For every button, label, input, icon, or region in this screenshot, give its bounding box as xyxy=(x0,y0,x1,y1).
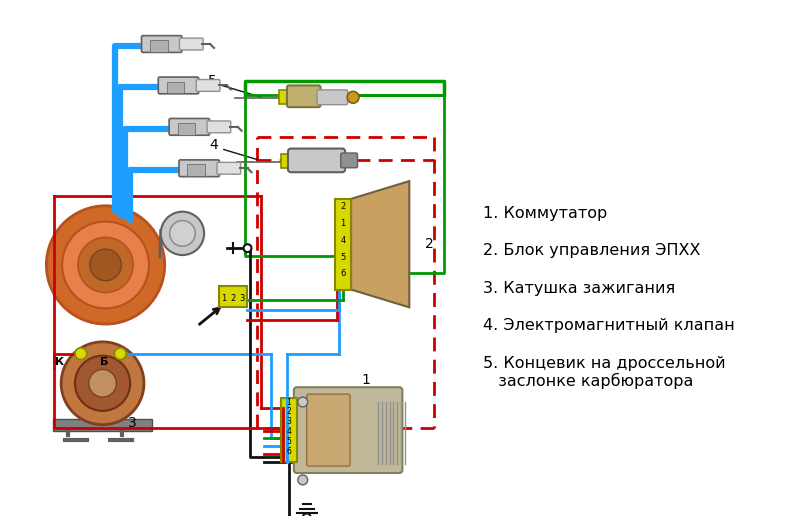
Circle shape xyxy=(61,342,144,425)
Text: 6: 6 xyxy=(286,447,291,456)
FancyBboxPatch shape xyxy=(287,85,321,107)
Text: 4: 4 xyxy=(341,236,346,245)
FancyBboxPatch shape xyxy=(178,123,195,135)
FancyBboxPatch shape xyxy=(207,121,230,133)
FancyBboxPatch shape xyxy=(281,398,297,462)
Text: 1: 1 xyxy=(286,397,291,407)
Text: Б: Б xyxy=(100,357,109,367)
Text: 1: 1 xyxy=(222,294,226,303)
Text: 2. Блок управления ЭПХХ: 2. Блок управления ЭПХХ xyxy=(483,243,701,258)
FancyBboxPatch shape xyxy=(196,80,220,92)
FancyBboxPatch shape xyxy=(306,394,350,466)
Text: 1. Коммутатор: 1. Коммутатор xyxy=(483,206,607,221)
Circle shape xyxy=(243,244,251,252)
Circle shape xyxy=(298,475,308,485)
Text: 5: 5 xyxy=(341,253,346,262)
Circle shape xyxy=(302,513,310,520)
Text: 3: 3 xyxy=(239,294,244,303)
FancyBboxPatch shape xyxy=(158,77,198,94)
FancyBboxPatch shape xyxy=(288,149,345,172)
Text: 2: 2 xyxy=(230,294,235,303)
Circle shape xyxy=(114,348,126,360)
FancyBboxPatch shape xyxy=(142,36,182,53)
Circle shape xyxy=(75,356,130,411)
Circle shape xyxy=(75,348,86,360)
FancyBboxPatch shape xyxy=(179,160,219,177)
FancyBboxPatch shape xyxy=(169,119,210,135)
FancyBboxPatch shape xyxy=(294,387,402,473)
FancyBboxPatch shape xyxy=(217,162,241,174)
Text: 4: 4 xyxy=(286,427,291,436)
Polygon shape xyxy=(351,181,410,307)
Text: 4: 4 xyxy=(210,138,218,152)
Text: К: К xyxy=(54,357,64,367)
FancyBboxPatch shape xyxy=(341,153,358,168)
Circle shape xyxy=(90,249,122,281)
Text: 6: 6 xyxy=(341,269,346,278)
Circle shape xyxy=(170,220,195,246)
FancyBboxPatch shape xyxy=(279,90,289,104)
Text: 5: 5 xyxy=(208,73,217,87)
Text: 3: 3 xyxy=(286,417,291,426)
Text: 1: 1 xyxy=(341,219,346,228)
Text: 5. Концевик на дроссельной
   заслонке карбюратора: 5. Концевик на дроссельной заслонке карб… xyxy=(483,356,726,389)
FancyBboxPatch shape xyxy=(219,285,246,307)
FancyBboxPatch shape xyxy=(150,40,168,52)
Circle shape xyxy=(46,206,165,324)
FancyBboxPatch shape xyxy=(179,38,203,50)
Circle shape xyxy=(89,370,116,397)
Text: 5: 5 xyxy=(286,437,291,446)
Circle shape xyxy=(161,212,204,255)
Circle shape xyxy=(78,237,133,293)
Text: 4. Электромагнитный клапан: 4. Электромагнитный клапан xyxy=(483,318,735,333)
FancyBboxPatch shape xyxy=(187,164,205,176)
Circle shape xyxy=(347,92,359,103)
FancyBboxPatch shape xyxy=(166,82,185,93)
Text: 2: 2 xyxy=(341,202,346,211)
FancyBboxPatch shape xyxy=(281,154,291,168)
FancyBboxPatch shape xyxy=(54,419,152,431)
Circle shape xyxy=(62,222,149,308)
Text: 3: 3 xyxy=(128,415,137,430)
FancyBboxPatch shape xyxy=(317,90,348,105)
Text: 2: 2 xyxy=(425,237,434,251)
Text: 2: 2 xyxy=(286,407,291,417)
FancyBboxPatch shape xyxy=(335,199,351,290)
Circle shape xyxy=(298,397,308,407)
Text: 3. Катушка зажигания: 3. Катушка зажигания xyxy=(483,281,675,296)
Text: 1: 1 xyxy=(362,373,370,387)
